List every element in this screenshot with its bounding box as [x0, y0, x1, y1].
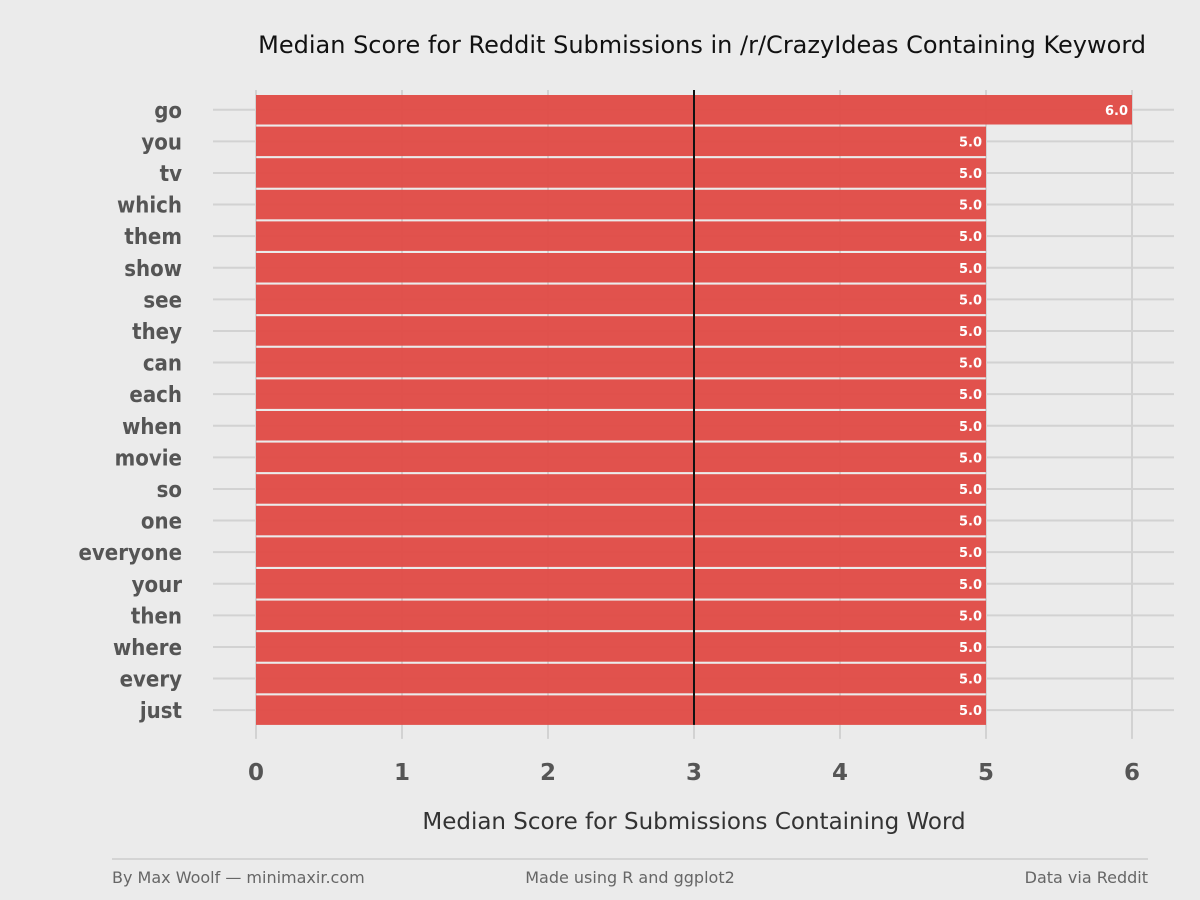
- bar-value-label: 5.0: [959, 325, 982, 340]
- category-label: show: [124, 257, 182, 282]
- bar-value-label: 5.0: [959, 230, 982, 245]
- bar: [256, 663, 986, 694]
- x-tick-label: 6: [1124, 760, 1140, 786]
- bar-value-label: 5.0: [959, 641, 982, 656]
- bar-value-label: 5.0: [959, 673, 982, 688]
- bar-value-label: 5.0: [959, 483, 982, 498]
- category-label: one: [141, 510, 182, 535]
- bar-value-label: 5.0: [959, 167, 982, 182]
- bar: [256, 695, 986, 725]
- bar-value-label: 5.0: [959, 199, 982, 214]
- bar-value-label: 6.0: [1105, 104, 1128, 119]
- bar: [256, 253, 986, 283]
- category-label: when: [122, 415, 182, 440]
- category-label: every: [120, 668, 183, 693]
- category-label: them: [124, 225, 182, 250]
- category-label: you: [141, 130, 182, 155]
- x-axis-label: Median Score for Submissions Containing …: [422, 809, 965, 835]
- x-tick-label: 0: [248, 760, 264, 786]
- bar-value-label: 5.0: [959, 262, 982, 277]
- bar: [256, 221, 986, 251]
- category-label: your: [132, 573, 183, 598]
- bar-value-label: 5.0: [959, 578, 982, 593]
- bar: [256, 632, 986, 662]
- bar: [256, 411, 986, 441]
- category-label: each: [129, 383, 182, 408]
- bar: [256, 158, 986, 188]
- footer-tools: Made using R and ggplot2: [525, 868, 735, 887]
- category-labels: go you tv which them show see they can each when mo…: [78, 99, 182, 724]
- x-tick-label: 3: [686, 760, 702, 786]
- bar-value-label: 5.0: [959, 135, 982, 150]
- chart-title: Median Score for Reddit Submissions in /…: [258, 31, 1146, 59]
- bar-value-label: 5.0: [959, 388, 982, 403]
- category-label: where: [113, 636, 182, 661]
- category-label: just: [139, 699, 183, 724]
- bars: 6.0 5.0 5.0 5.0 5.0 5.0 5.0 5.0 5.0 5.0 5.0 5.0 5.0 5…: [256, 95, 1132, 725]
- bar: [256, 189, 986, 220]
- bar: [256, 569, 986, 599]
- bar: [256, 442, 986, 473]
- category-label: movie: [115, 446, 182, 471]
- bar-value-label: 5.0: [959, 420, 982, 435]
- x-axis-ticks: 0 1 2 3 4 5 6: [248, 760, 1140, 786]
- category-label: then: [131, 604, 182, 629]
- bar: [256, 284, 986, 315]
- bar: [256, 379, 986, 409]
- bar: [256, 347, 986, 378]
- bar: [256, 474, 986, 504]
- x-tick-label: 4: [832, 760, 848, 786]
- category-label: see: [143, 288, 182, 313]
- bar: [256, 126, 986, 157]
- bar-value-label: 5.0: [959, 293, 982, 308]
- bar-value-label: 5.0: [959, 357, 982, 372]
- category-label: so: [157, 478, 182, 503]
- x-tick-label: 5: [978, 760, 994, 786]
- category-label: everyone: [78, 541, 182, 566]
- bar-value-label: 5.0: [959, 451, 982, 466]
- bar-value-label: 5.0: [959, 704, 982, 719]
- bar: [256, 505, 986, 536]
- category-label: can: [143, 352, 182, 377]
- bar: [256, 600, 986, 631]
- category-label: which: [117, 194, 182, 219]
- footer-source: Data via Reddit: [1025, 868, 1148, 887]
- bar-value-label: 5.0: [959, 515, 982, 530]
- category-label: go: [154, 99, 182, 124]
- footer-credit: By Max Woolf — minimaxir.com: [112, 868, 365, 887]
- category-label: tv: [160, 162, 182, 187]
- x-tick-label: 1: [394, 760, 410, 786]
- bar: [256, 316, 986, 346]
- category-label: they: [132, 320, 182, 345]
- bar-value-label: 5.0: [959, 609, 982, 624]
- bar: [256, 537, 986, 567]
- bar-value-label: 5.0: [959, 546, 982, 561]
- x-tick-label: 2: [540, 760, 556, 786]
